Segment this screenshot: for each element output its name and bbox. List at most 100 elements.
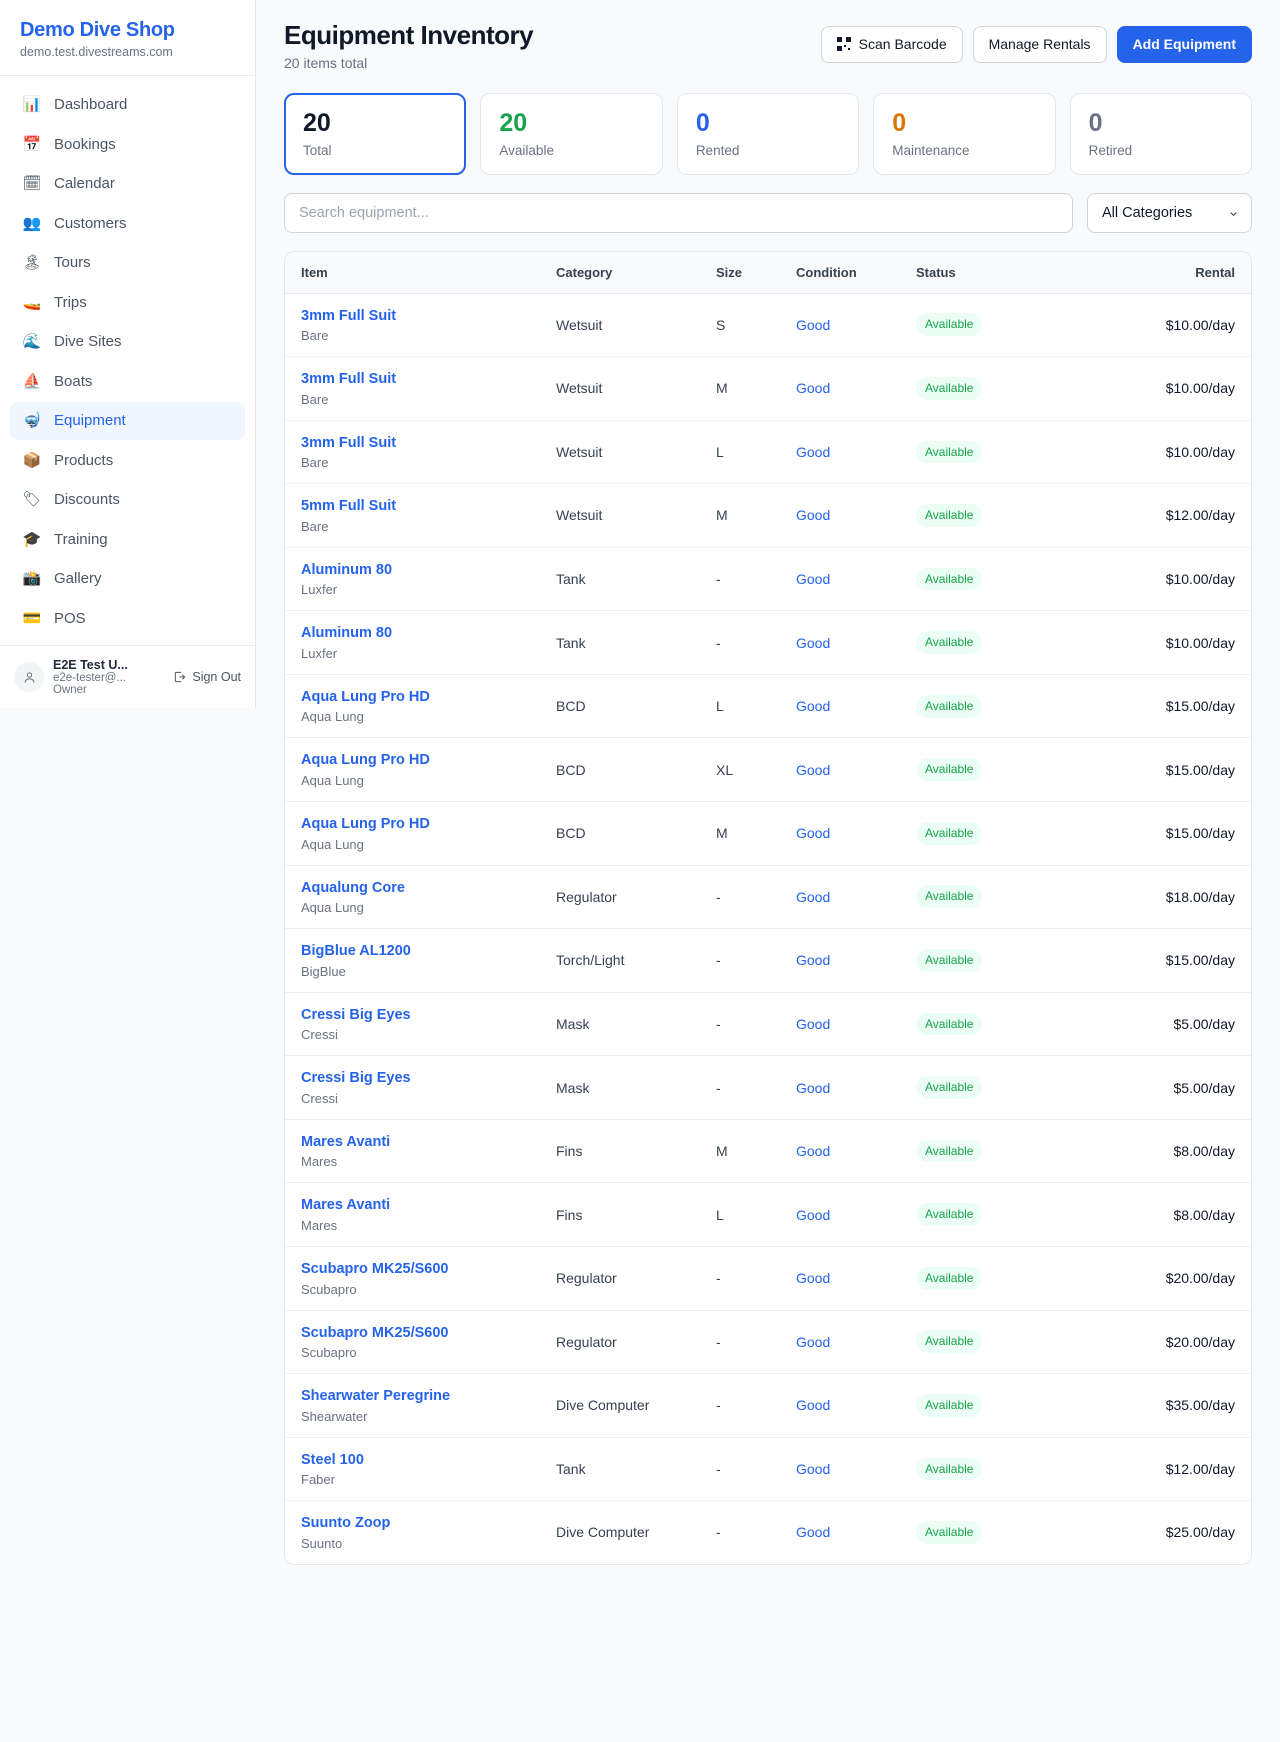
sidebar-item-customers[interactable]: 👥 Customers bbox=[10, 205, 245, 243]
condition-link[interactable]: Good bbox=[796, 952, 831, 969]
sidebar-item-boats[interactable]: ⛵ Boats bbox=[10, 363, 245, 401]
sidebar-item-dive-sites[interactable]: 🌊 Dive Sites bbox=[10, 323, 245, 361]
condition-link[interactable]: Good bbox=[796, 888, 831, 905]
table-row[interactable]: Shearwater Peregrine Shearwater Dive Compu… bbox=[285, 1373, 1251, 1438]
table-row[interactable]: Aqualung Core Aqua Lung Regulator - Good Avai… bbox=[285, 865, 1251, 930]
search-input[interactable] bbox=[284, 192, 1073, 233]
condition-link[interactable]: Good bbox=[796, 507, 831, 524]
table-row[interactable]: 3mm Full Suit Bare Wetsuit L Good Available $1… bbox=[285, 420, 1251, 485]
col-header-item[interactable]: Item bbox=[285, 251, 540, 294]
category-filter-select[interactable]: All Categories bbox=[1087, 192, 1252, 233]
col-header-condition[interactable]: Condition bbox=[780, 251, 900, 294]
sidebar-item-pos[interactable]: 💳 POS bbox=[10, 600, 245, 638]
col-header-category[interactable]: Category bbox=[540, 251, 700, 294]
table-row[interactable]: 3mm Full Suit Bare Wetsuit S Good Available $1… bbox=[285, 293, 1251, 358]
sidebar-item-products[interactable]: 📦 Products bbox=[10, 442, 245, 480]
table-row[interactable]: Suunto Zoop Suunto Dive Computer - Good Avail… bbox=[285, 1501, 1251, 1564]
item-name-link[interactable]: 3mm Full Suit bbox=[301, 371, 397, 388]
item-name-link[interactable]: Shearwater Peregrine bbox=[301, 1388, 451, 1405]
condition-link[interactable]: Good bbox=[796, 1460, 831, 1477]
table-row[interactable]: Mares Avanti Mares Fins M Good Available $8.00… bbox=[285, 1119, 1251, 1184]
item-name-link[interactable]: Scubapro MK25/S600 bbox=[301, 1324, 449, 1341]
table-row[interactable]: Aqua Lung Pro HD Aqua Lung BCD L Good Availab… bbox=[285, 674, 1251, 739]
table-row[interactable]: Aqua Lung Pro HD Aqua Lung BCD M Good Availab… bbox=[285, 801, 1251, 866]
add-equipment-button[interactable]: Add Equipment bbox=[1116, 26, 1252, 63]
scan-barcode-button[interactable]: Scan Barcode bbox=[820, 26, 963, 63]
item-name-link[interactable]: Cressi Big Eyes bbox=[301, 1006, 411, 1023]
item-name-link[interactable]: Aluminum 80 bbox=[301, 561, 393, 578]
item-name-link[interactable]: 3mm Full Suit bbox=[301, 434, 397, 451]
item-name-link[interactable]: Aqua Lung Pro HD bbox=[301, 752, 430, 769]
condition-link[interactable]: Good bbox=[796, 1397, 831, 1414]
item-name-link[interactable]: Cressi Big Eyes bbox=[301, 1070, 411, 1087]
table-row[interactable]: Aluminum 80 Luxfer Tank - Good Available $10.0… bbox=[285, 547, 1251, 612]
sidebar-item-bookings[interactable]: 📅 Bookings bbox=[10, 126, 245, 164]
item-name-link[interactable]: 3mm Full Suit bbox=[301, 307, 397, 324]
cell-category: Regulator bbox=[540, 1310, 700, 1375]
condition-link[interactable]: Good bbox=[796, 1015, 831, 1032]
condition-link[interactable]: Good bbox=[796, 1079, 831, 1096]
table-row[interactable]: Scubapro MK25/S600 Scubapro Regulator - Good… bbox=[285, 1246, 1251, 1311]
stat-card-maintenance[interactable]: 0 Maintenance bbox=[873, 93, 1056, 175]
col-header-rental[interactable]: Rental bbox=[1040, 251, 1251, 294]
sign-out-label: Sign Out bbox=[192, 670, 241, 684]
brand-block[interactable]: Demo Dive Shop demo.test.divestreams.com bbox=[0, 0, 255, 76]
condition-link[interactable]: Good bbox=[796, 698, 831, 715]
table-row[interactable]: Cressi Big Eyes Cressi Mask - Good Available $… bbox=[285, 992, 1251, 1057]
sidebar-item-discounts[interactable]: 🏷 Discounts bbox=[10, 481, 245, 519]
table-row[interactable]: Mares Avanti Mares Fins L Good Available $8.00… bbox=[285, 1182, 1251, 1247]
item-brand: Faber bbox=[301, 1472, 335, 1488]
table-row[interactable]: 5mm Full Suit Bare Wetsuit M Good Available $1… bbox=[285, 483, 1251, 548]
stat-card-total[interactable]: 20 Total bbox=[284, 93, 467, 175]
condition-link[interactable]: Good bbox=[796, 1270, 831, 1287]
calendar-pad-icon: 🗓 bbox=[22, 174, 42, 192]
item-name-link[interactable]: Steel 100 bbox=[301, 1451, 364, 1468]
cell-category: Tank bbox=[540, 610, 700, 675]
condition-link[interactable]: Good bbox=[796, 316, 831, 333]
col-header-size[interactable]: Size bbox=[700, 251, 780, 294]
sidebar-item-training[interactable]: 🎓 Training bbox=[10, 521, 245, 559]
sidebar-item-calendar[interactable]: 🗓 Calendar bbox=[10, 165, 245, 203]
cell-item: Cressi Big Eyes Cressi bbox=[285, 1055, 540, 1120]
table-row[interactable]: Aluminum 80 Luxfer Tank - Good Available $10.0… bbox=[285, 610, 1251, 675]
condition-link[interactable]: Good bbox=[796, 1524, 831, 1541]
table-row[interactable]: 3mm Full Suit Bare Wetsuit M Good Available $1… bbox=[285, 356, 1251, 421]
item-name-link[interactable]: Suunto Zoop bbox=[301, 1515, 391, 1532]
condition-link[interactable]: Good bbox=[796, 443, 831, 460]
condition-link[interactable]: Good bbox=[796, 634, 831, 651]
item-name-link[interactable]: 5mm Full Suit bbox=[301, 498, 397, 515]
condition-link[interactable]: Good bbox=[796, 825, 831, 842]
item-name-link[interactable]: Aqua Lung Pro HD bbox=[301, 816, 430, 832]
cell-size: L bbox=[700, 420, 780, 485]
condition-link[interactable]: Good bbox=[796, 761, 831, 778]
sidebar-item-trips[interactable]: 🚤 Trips bbox=[10, 284, 245, 322]
status-badge: Available bbox=[916, 949, 983, 972]
item-name-link[interactable]: Aqua Lung Pro HD bbox=[301, 688, 430, 705]
col-header-status[interactable]: Status bbox=[900, 251, 1040, 294]
table-row[interactable]: Steel 100 Faber Tank - Good Available $12.00/d… bbox=[285, 1437, 1251, 1502]
manage-rentals-button[interactable]: Manage Rentals bbox=[972, 26, 1107, 63]
stat-card-retired[interactable]: 0 Retired bbox=[1069, 93, 1253, 175]
table-row[interactable]: BigBlue AL1200 BigBlue Torch/Light - Good Ava… bbox=[285, 928, 1251, 993]
item-name-link[interactable]: Mares Avanti bbox=[301, 1197, 391, 1214]
sidebar-item-gallery[interactable]: 📸 Gallery bbox=[10, 560, 245, 598]
table-row[interactable]: Scubapro MK25/S600 Scubapro Regulator - Good… bbox=[285, 1310, 1251, 1375]
item-name-link[interactable]: Aluminum 80 bbox=[301, 625, 393, 642]
item-name-link[interactable]: Mares Avanti bbox=[301, 1133, 391, 1150]
item-name-link[interactable]: Aqualung Core bbox=[301, 879, 405, 896]
condition-link[interactable]: Good bbox=[796, 1143, 831, 1160]
stat-card-rented[interactable]: 0 Rented bbox=[676, 93, 860, 175]
sidebar-item-dashboard[interactable]: 📊 Dashboard bbox=[10, 86, 245, 124]
condition-link[interactable]: Good bbox=[796, 571, 831, 588]
condition-link[interactable]: Good bbox=[796, 380, 831, 397]
table-row[interactable]: Aqua Lung Pro HD Aqua Lung BCD XL Good Availa… bbox=[285, 737, 1251, 802]
item-name-link[interactable]: Scubapro MK25/S600 bbox=[301, 1260, 449, 1277]
sidebar-item-equipment[interactable]: 🤿 Equipment bbox=[10, 402, 245, 440]
sign-out-button[interactable]: Sign Out bbox=[173, 670, 241, 684]
condition-link[interactable]: Good bbox=[796, 1333, 831, 1350]
stat-card-available[interactable]: 20 Available bbox=[480, 93, 663, 175]
item-name-link[interactable]: BigBlue AL1200 bbox=[301, 943, 411, 960]
condition-link[interactable]: Good bbox=[796, 1206, 831, 1223]
table-row[interactable]: Cressi Big Eyes Cressi Mask - Good Available $… bbox=[285, 1055, 1251, 1120]
sidebar-item-tours[interactable]: 🏝 Tours bbox=[10, 244, 245, 282]
